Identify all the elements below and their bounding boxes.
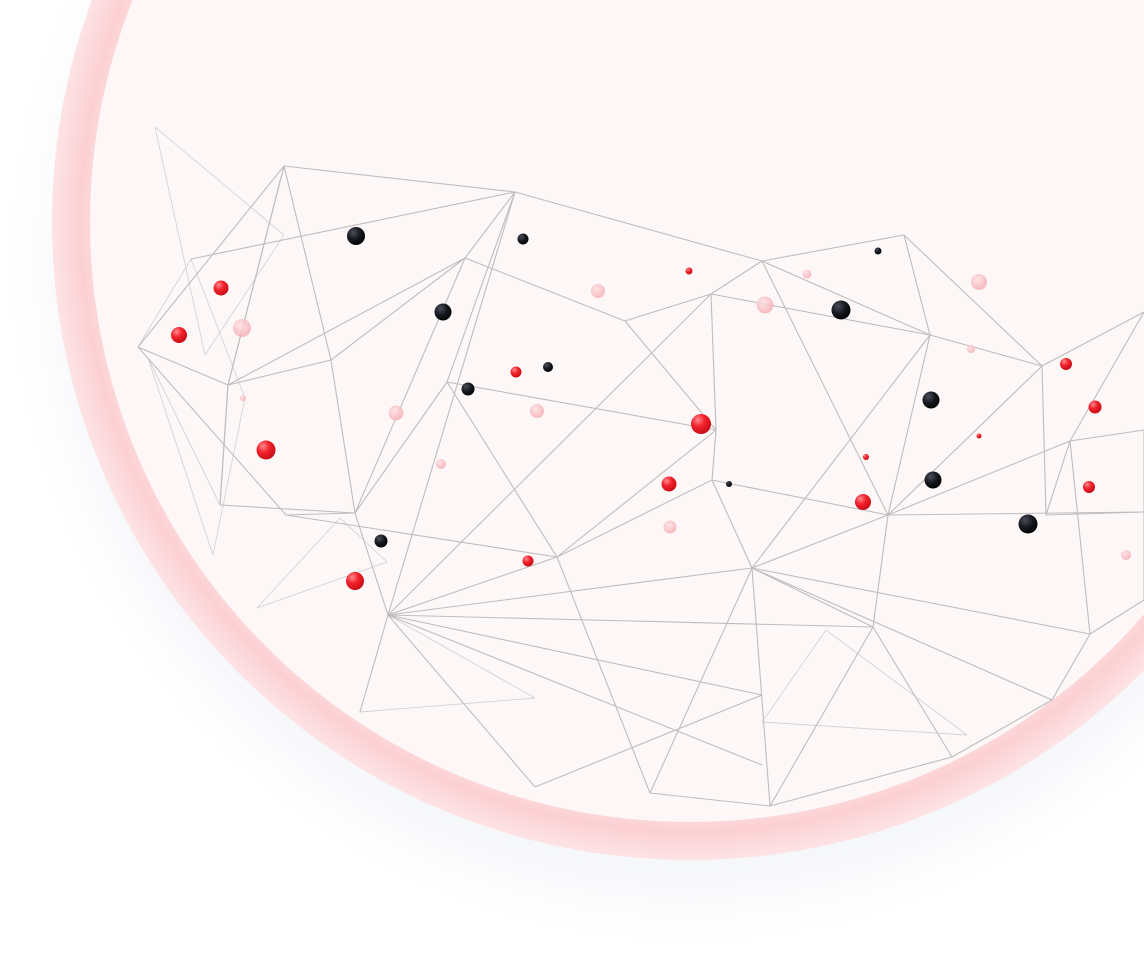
red-node — [1083, 481, 1095, 493]
black-node — [435, 304, 452, 321]
black-node — [1019, 515, 1038, 534]
pink-node — [803, 270, 812, 279]
red-node — [863, 454, 869, 460]
pink-node — [1121, 550, 1131, 560]
pink-node — [233, 319, 251, 337]
red-node — [662, 477, 677, 492]
pink-node — [436, 459, 446, 469]
red-node — [523, 556, 534, 567]
pink-node — [967, 345, 975, 353]
black-node — [375, 535, 388, 548]
red-node — [171, 327, 187, 343]
pink-node — [664, 521, 677, 534]
black-node — [923, 392, 940, 409]
black-node — [518, 234, 529, 245]
red-node — [257, 441, 276, 460]
black-node — [875, 248, 882, 255]
pink-node — [971, 274, 987, 290]
red-node — [511, 367, 522, 378]
red-node — [214, 281, 229, 296]
red-node — [1089, 401, 1102, 414]
red-node — [691, 414, 711, 434]
pink-node — [530, 404, 544, 418]
red-node — [346, 572, 364, 590]
red-node — [686, 268, 693, 275]
black-node — [925, 472, 942, 489]
pink-node — [591, 284, 605, 298]
pink-node — [389, 406, 404, 421]
black-node — [832, 301, 851, 320]
red-node — [1060, 358, 1072, 370]
black-node — [543, 362, 553, 372]
black-node — [347, 227, 365, 245]
pink-node — [757, 297, 774, 314]
red-node — [977, 434, 982, 439]
black-node — [726, 481, 732, 487]
black-node — [462, 383, 475, 396]
pink-node — [240, 395, 246, 401]
red-node — [855, 494, 871, 510]
